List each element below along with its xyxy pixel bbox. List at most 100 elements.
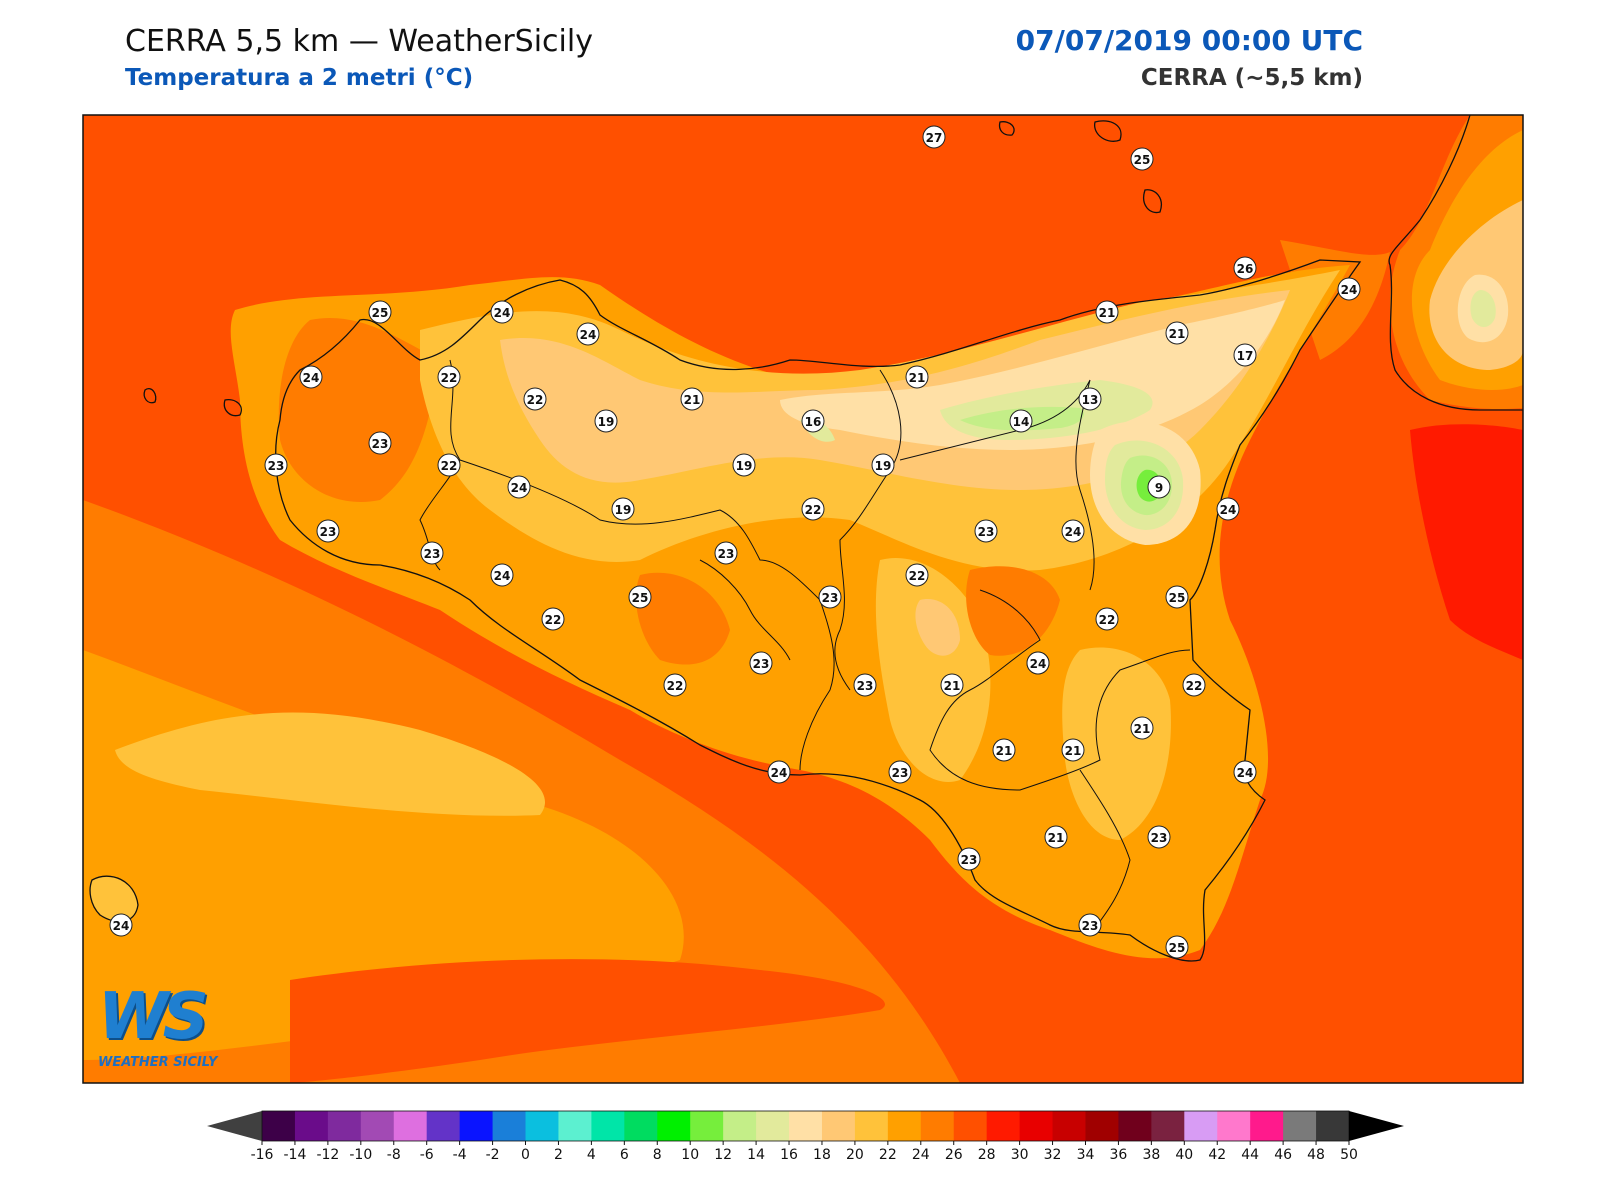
station-marker xyxy=(1130,716,1154,740)
station-label: 21 xyxy=(1044,825,1068,849)
station-marker xyxy=(714,541,738,565)
station-marker xyxy=(368,431,392,455)
colorbar-tick-label: 42 xyxy=(1208,1147,1226,1163)
colorbar-cell xyxy=(294,1111,329,1141)
station-marker xyxy=(576,322,600,346)
station-label: 21 xyxy=(1095,300,1119,324)
station-value: 24 xyxy=(1030,657,1047,671)
colorbar-cell xyxy=(591,1111,625,1141)
station-value: 22 xyxy=(1099,613,1116,627)
station-value: 22 xyxy=(545,613,562,627)
station-value: 24 xyxy=(303,371,320,385)
station-value: 22 xyxy=(805,503,822,517)
colorbar-cell xyxy=(986,1111,1021,1141)
station-marker xyxy=(490,563,514,587)
colorbar-cell xyxy=(756,1111,790,1141)
colorbar-cell xyxy=(1316,1111,1350,1141)
station-value: 24 xyxy=(1237,766,1254,780)
station-marker xyxy=(611,497,635,521)
station-label: 25 xyxy=(1165,585,1189,609)
station-label: 23 xyxy=(974,519,998,543)
station-label: 21 xyxy=(1165,321,1189,345)
colorbar-tick-label: 48 xyxy=(1307,1147,1325,1163)
colorbar-cell xyxy=(953,1111,988,1141)
colorbar-cell xyxy=(558,1111,592,1141)
station-label: 24 xyxy=(1216,497,1240,521)
colorbar-cell xyxy=(1283,1111,1317,1141)
colorbar-cell xyxy=(854,1111,889,1141)
station-marker xyxy=(1182,673,1206,697)
station-value: 22 xyxy=(441,459,458,473)
station-marker xyxy=(437,453,461,477)
station-value: 25 xyxy=(1169,941,1186,955)
station-value: 21 xyxy=(1099,306,1116,320)
station-value: 21 xyxy=(996,744,1013,758)
station-label: 24 xyxy=(1061,519,1085,543)
station-value: 25 xyxy=(1134,153,1151,167)
colorbar-cell xyxy=(1250,1111,1284,1141)
station-value: 23 xyxy=(961,853,978,867)
station-value: 19 xyxy=(598,415,615,429)
station-marker xyxy=(316,519,340,543)
egadi-coast xyxy=(143,388,157,404)
station-value: 21 xyxy=(1065,744,1082,758)
station-value: 9 xyxy=(1155,481,1163,495)
colorbar-tick-label: -8 xyxy=(387,1147,401,1163)
colorbar-tick-label: 40 xyxy=(1175,1147,1193,1163)
colorbar-tick-label: -12 xyxy=(316,1147,339,1163)
map-frame xyxy=(82,114,1524,1084)
colorbar: -16 -14 -12 -10 -8 -6 -4 -2 0 2 4 6 8 10 12 14 16 18 20 22 2… xyxy=(207,1110,1404,1163)
calabria-coast xyxy=(1388,115,1523,411)
model-subtitle: CERRA (~5,5 km) xyxy=(1140,65,1363,91)
station-label: 23 xyxy=(818,585,842,609)
station-value: 23 xyxy=(268,459,285,473)
station-label: 24 xyxy=(490,300,514,324)
station-value: 24 xyxy=(1341,283,1358,297)
boundary-enna-catania xyxy=(929,589,1191,791)
colorbar-cell xyxy=(1217,1111,1251,1141)
station-marker xyxy=(1061,519,1085,543)
logo-letters: WS xyxy=(98,980,209,1054)
boundary-messina-enna xyxy=(899,379,1095,591)
station-value: 27 xyxy=(926,131,943,145)
station-label: 24 xyxy=(767,760,791,784)
station-label: 17 xyxy=(1233,343,1257,367)
station-value: 23 xyxy=(424,547,441,561)
station-label: 23 xyxy=(264,453,288,477)
station-marker xyxy=(1095,300,1119,324)
station-label: 22 xyxy=(663,673,687,697)
station-marker xyxy=(957,847,981,871)
station-value: 13 xyxy=(1082,393,1099,407)
station-label: 23 xyxy=(714,541,738,565)
station-value: 23 xyxy=(857,679,874,693)
station-marker xyxy=(732,453,756,477)
station-value: 22 xyxy=(1186,679,1203,693)
colorbar-cell xyxy=(1085,1111,1119,1141)
station-label: 24 xyxy=(576,322,600,346)
colorbar-tick-label: 20 xyxy=(846,1147,864,1163)
station-marker xyxy=(1026,651,1050,675)
station-value: 23 xyxy=(1082,919,1099,933)
station-value: 24 xyxy=(1065,525,1082,539)
station-label: 23 xyxy=(1147,825,1171,849)
station-label: 25 xyxy=(1165,935,1189,959)
station-value: 23 xyxy=(822,591,839,605)
station-label: 13 xyxy=(1078,387,1102,411)
colorbar-tick-label: -14 xyxy=(284,1147,307,1163)
station-label: 21 xyxy=(1061,738,1085,762)
station-marker xyxy=(871,453,895,477)
station-value: 25 xyxy=(1169,591,1186,605)
station-value: 23 xyxy=(892,766,909,780)
colorbar-tick-label: 26 xyxy=(945,1147,963,1163)
station-label: 23 xyxy=(1078,913,1102,937)
station-marker xyxy=(853,673,877,697)
colorbar-tick-label: -10 xyxy=(349,1147,372,1163)
station-label: 9 xyxy=(1147,475,1171,499)
station-label: 24 xyxy=(507,475,531,499)
station-value: 16 xyxy=(805,415,822,429)
station-value: 23 xyxy=(372,437,389,451)
station-marker xyxy=(523,387,547,411)
station-value: 24 xyxy=(494,569,511,583)
station-value: 23 xyxy=(978,525,995,539)
colorbar-cell xyxy=(690,1111,724,1141)
